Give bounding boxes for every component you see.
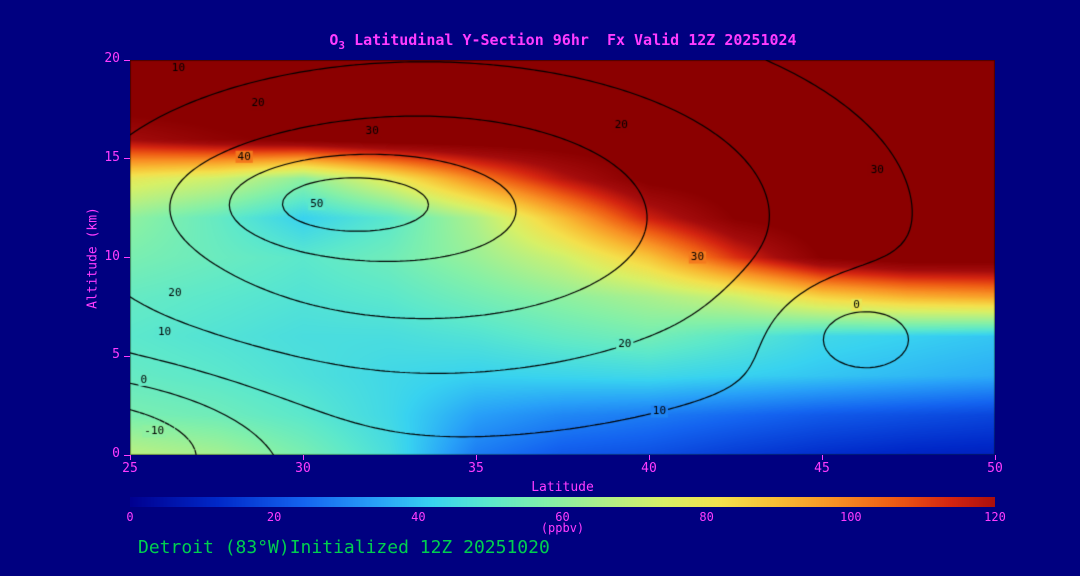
y-axis-tick	[124, 59, 130, 61]
y-axis-tick-label: 10	[104, 248, 120, 264]
chart-title-prefix: O	[329, 31, 339, 49]
x-axis-tick	[821, 455, 823, 460]
x-axis-tick	[302, 455, 304, 460]
y-axis-tick	[124, 454, 130, 456]
colorbar-tick-label: 60	[555, 510, 570, 524]
colorbar-tick-label: 120	[984, 510, 1006, 524]
chart-title: O3 Latitudinal Y-Section 96hr Fx Valid 1…	[108, 31, 1018, 52]
x-axis-tick-label: 30	[295, 461, 311, 476]
colorbar-canvas	[130, 497, 995, 507]
chart-title-rest: Latitudinal Y-Section 96hr Fx Valid 12Z …	[345, 31, 797, 49]
x-axis-tick	[994, 455, 996, 460]
x-axis-tick-label: 35	[468, 461, 484, 476]
x-axis-tick-label: 25	[122, 461, 138, 476]
chart-title-subscript: 3	[338, 39, 346, 52]
y-axis-tick	[124, 257, 130, 258]
colorbar-tick-label: 100	[839, 510, 862, 524]
x-axis-tick-label: 40	[641, 461, 657, 476]
station-init-text: Detroit (83°W)Initialized 12Z 20251020	[138, 537, 550, 558]
x-axis-tick-label: 50	[987, 461, 1003, 476]
colorbar-tick-label: 20	[266, 510, 282, 524]
colorbar-tick-label: 80	[699, 510, 714, 524]
y-axis-tick-label: 15	[104, 149, 120, 165]
colorbar-units-label: (ppbv)	[540, 521, 585, 535]
y-axis-tick	[124, 355, 130, 357]
x-axis-tick	[475, 455, 477, 460]
contour-plot-canvas	[130, 60, 995, 455]
x-axis-tick	[129, 455, 131, 460]
colorbar-tick-label: 0	[126, 510, 134, 524]
y-axis-tick-label: 5	[112, 347, 120, 363]
x-axis-tick-label: 45	[814, 461, 830, 476]
y-axis-tick	[124, 158, 130, 160]
y-axis-tick-label: 0	[112, 446, 120, 461]
x-axis-label: Latitude	[531, 480, 594, 495]
x-axis-tick	[648, 455, 650, 460]
colorbar-tick-label: 40	[411, 510, 426, 524]
y-axis-tick-label: 20	[104, 51, 120, 66]
